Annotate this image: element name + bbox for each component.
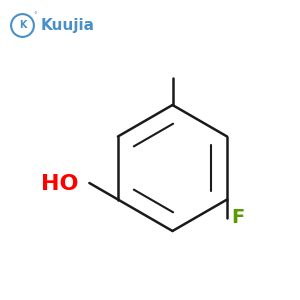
Text: F: F <box>232 208 245 227</box>
Text: K: K <box>19 20 26 31</box>
Text: HO: HO <box>41 175 79 194</box>
Text: °: ° <box>34 13 37 19</box>
Text: Kuujia: Kuujia <box>40 18 94 33</box>
